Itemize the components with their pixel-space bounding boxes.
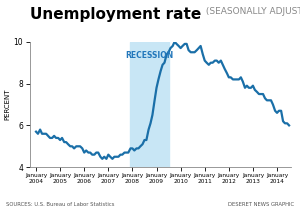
Bar: [130, 42, 169, 167]
Text: Unemployment rate: Unemployment rate: [30, 7, 201, 22]
Text: DESERET NEWS GRAPHIC: DESERET NEWS GRAPHIC: [228, 202, 294, 207]
Text: RECESSION: RECESSION: [125, 51, 174, 60]
Y-axis label: PERCENT: PERCENT: [5, 89, 11, 120]
Text: SOURCES: U.S. Bureau of Labor Statistics: SOURCES: U.S. Bureau of Labor Statistics: [6, 202, 115, 207]
Text: (SEASONALLY ADJUSTED): (SEASONALLY ADJUSTED): [203, 7, 300, 16]
